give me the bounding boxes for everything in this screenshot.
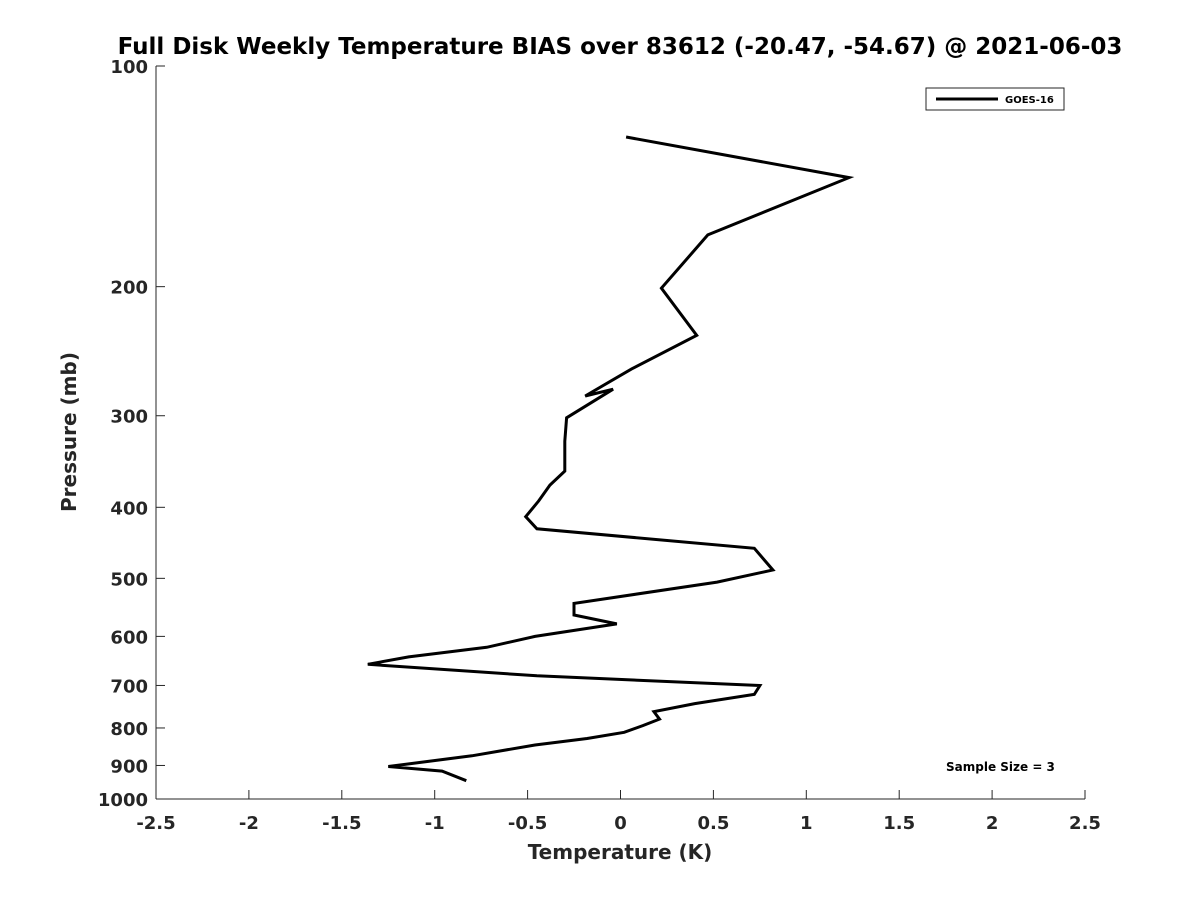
y-tick-label: 400	[110, 498, 148, 519]
y-ticks: 100 200 300 400 500 600 700 800 900 1000	[98, 57, 165, 811]
x-tick-label: 2	[986, 813, 999, 834]
x-tick-label: 0	[614, 813, 627, 834]
series	[367, 135, 855, 783]
x-axis-label: Temperature (K)	[528, 840, 713, 864]
legend: GOES-16	[925, 87, 1065, 111]
x-tick-label: 0.5	[697, 813, 729, 834]
series-line-goes-16	[367, 135, 855, 783]
x-tick-label: 2.5	[1069, 813, 1101, 834]
x-ticks: -2.5 -2 -1.5 -1 -0.5 0 0.5 1 1.5 2 2.5	[136, 790, 1101, 834]
y-tick-label: 100	[110, 57, 148, 78]
y-axis-label: Pressure (mb)	[57, 352, 81, 512]
y-tick-label: 200	[110, 278, 148, 299]
y-tick-label: 600	[110, 627, 148, 648]
x-tick-label: -2	[239, 813, 259, 834]
x-tick-label: -1	[425, 813, 445, 834]
x-tick-label: 1	[800, 813, 813, 834]
x-tick-label: -0.5	[508, 813, 547, 834]
chart-title: Full Disk Weekly Temperature BIAS over 8…	[118, 34, 1123, 60]
x-tick-label: -2.5	[136, 813, 175, 834]
y-tick-label: 700	[110, 676, 148, 697]
y-tick-label: 300	[110, 407, 148, 428]
y-tick-label: 900	[110, 756, 148, 777]
y-tick-label: 800	[110, 719, 148, 740]
y-tick-label: 1000	[98, 790, 148, 811]
x-tick-label: -1.5	[322, 813, 361, 834]
sample-size-annotation: Sample Size = 3	[946, 760, 1055, 774]
x-tick-label: 1.5	[883, 813, 915, 834]
legend-label-goes-16: GOES-16	[1005, 95, 1054, 106]
y-tick-label: 500	[110, 569, 148, 590]
